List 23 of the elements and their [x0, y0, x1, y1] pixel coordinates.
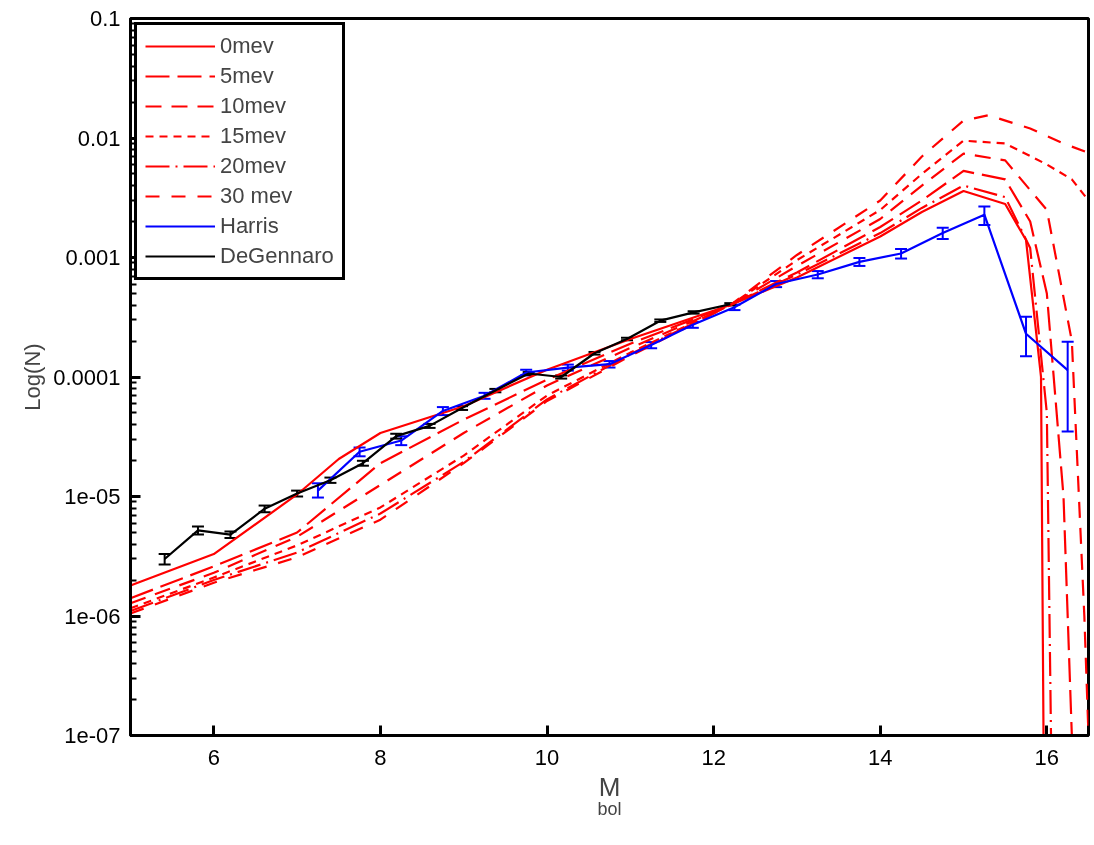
y-tick-label: 0.1 — [89, 6, 121, 31]
y-axis-title: Log(N) — [20, 343, 46, 411]
x-tick-label: 14 — [868, 744, 893, 770]
y-tick-label: 0.0001 — [53, 364, 121, 390]
y-tick-label: 1e-05 — [64, 484, 121, 509]
x-axis-title: Mbol — [597, 771, 622, 819]
y-tick-label: 0.001 — [65, 245, 121, 270]
x-tick-label: 10 — [534, 744, 560, 770]
legend-label: 0mev — [220, 33, 274, 59]
y-tick-label: 1e-07 — [64, 723, 121, 748]
legend-label: 10mev — [220, 93, 287, 119]
y-tick-label: 1e-06 — [64, 603, 121, 629]
legend-label: 15mev — [220, 123, 287, 149]
legend-label: 20mev — [220, 153, 287, 179]
x-tick-label: 6 — [207, 744, 220, 770]
legend-label: Harris — [220, 213, 279, 239]
x-tick-label: 8 — [374, 744, 387, 770]
legend-label: DeGennaro — [220, 243, 334, 269]
x-tick-label: 16 — [1034, 744, 1060, 770]
legend-label: 30 mev — [220, 183, 293, 209]
legend-label: 5mev — [220, 63, 274, 89]
y-tick-label: 0.01 — [77, 125, 121, 151]
x-tick-label: 12 — [701, 744, 726, 770]
